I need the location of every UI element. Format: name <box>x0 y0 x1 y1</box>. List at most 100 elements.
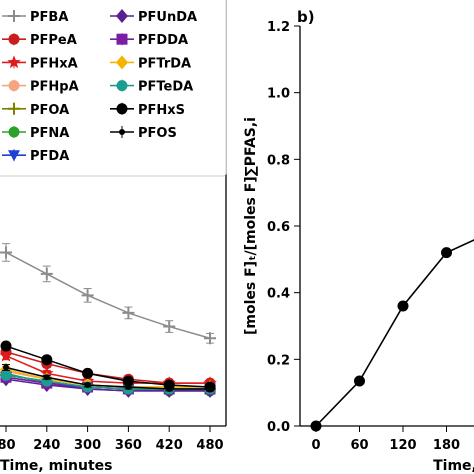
legend-marker <box>119 129 125 135</box>
legend-marker <box>116 55 128 70</box>
data-point <box>41 354 53 366</box>
data-point <box>397 300 409 312</box>
data-point <box>3 364 9 371</box>
legend-item-pfhxs: PFHxS <box>110 102 185 118</box>
legend-frame <box>0 0 227 177</box>
data-point <box>204 332 216 345</box>
legend-label: PFHxA <box>30 56 78 71</box>
y-tick-label: 0.4 <box>267 287 290 302</box>
series-pfba <box>0 243 216 345</box>
x-tick-label: 0 <box>311 438 320 453</box>
legend-label: PFDDA <box>138 33 188 48</box>
legend-marker <box>8 80 20 92</box>
series-line-pfba <box>5 251 211 339</box>
panel-b-label: b) <box>297 8 315 26</box>
y-tick-label: 0.8 <box>267 153 290 168</box>
y-tick-label: 1.2 <box>267 20 290 35</box>
legend-item-pftrda: PFTrDA <box>110 55 191 71</box>
legend-item-pfna: PFNA <box>2 126 69 141</box>
legend-marker <box>116 9 128 23</box>
data-point <box>40 267 53 280</box>
data-point <box>81 289 94 302</box>
series-line-pfunda <box>5 378 210 392</box>
y-tick-label: 1.0 <box>267 87 290 102</box>
x-tick-label: 360 <box>115 438 142 453</box>
data-point <box>441 247 452 259</box>
legend-label: PFTeDA <box>138 80 193 95</box>
x-tick-label: 480 <box>196 438 223 453</box>
x-tick-label: 240 <box>33 438 60 453</box>
data-point <box>82 367 94 379</box>
panel-b-y-axis-title: [moles F]ₜ/[moles F]∑PFAS,i <box>243 117 259 335</box>
legend-item-pfhpa: PFHpA <box>2 79 79 95</box>
x-tick-label: 120 <box>389 438 416 453</box>
panel-b-x-ticks: 0601201802 <box>311 426 460 453</box>
series-pfos <box>2 364 214 392</box>
data-point <box>125 384 132 390</box>
legend-marker <box>8 10 20 22</box>
panel-a: 180 240 300 360 420 480 Time, minutes PFBA PFP… <box>0 0 227 474</box>
legend-label: PFOS <box>138 126 177 141</box>
panel-a-legend: PFBA PFPeA PFHxA PFHpA PFOA PFNA PFDA PFUnDA PFD… <box>0 0 227 177</box>
data-point <box>163 320 176 333</box>
legend-item-pfunda: PFUnDA <box>110 9 197 25</box>
x-tick-label: 180 <box>0 438 16 453</box>
y-tick-label: 0.2 <box>267 353 290 368</box>
legend-item-pfpea: PFPeA <box>2 33 77 48</box>
series-line-pfos <box>5 366 210 390</box>
data-point <box>0 246 12 259</box>
data-point <box>84 382 91 389</box>
panel-a-x-ticks: 180 240 300 360 420 480 <box>0 426 224 453</box>
legend-label: PFNA <box>30 126 69 141</box>
legend-item-pfhxa: PFHxA <box>2 55 78 71</box>
panel-b-x-axis-title: Time, <box>433 458 474 474</box>
series-line-pfhxa <box>5 355 210 384</box>
legend-label: PFHxS <box>138 103 185 118</box>
legend-label: PFHpA <box>30 80 79 95</box>
data-point <box>354 375 365 387</box>
y-tick-label: 0.0 <box>267 420 290 435</box>
legend-marker <box>116 33 128 45</box>
series-line <box>315 239 474 427</box>
legend-item-pfos: PFOS <box>110 126 177 141</box>
legend-label: PFUnDA <box>138 10 197 25</box>
legend-item-pfdda: PFDDA <box>110 33 188 48</box>
panel-b-y-ticks: 0.0 0.2 0.4 0.6 0.8 1.0 1.2 <box>267 20 300 435</box>
x-tick-label: 300 <box>74 438 101 453</box>
legend-label: PFDA <box>30 149 69 164</box>
panel-a-x-axis-title: Time, minutes <box>0 458 112 474</box>
legend-item-pfda: PFDA <box>2 149 69 164</box>
panel-b: b) 0.00.20.40.60.81.01.2 0601201802 [mol… <box>243 8 474 474</box>
legend-label: PFBA <box>30 10 68 25</box>
legend-marker <box>116 80 128 92</box>
data-point <box>0 340 12 352</box>
data-point <box>122 375 134 387</box>
series-line-pfhxs <box>5 345 211 388</box>
legend-label: PFPeA <box>30 33 77 48</box>
x-tick-label: 420 <box>156 438 183 453</box>
legend-item-pfoa: PFOA <box>2 102 69 118</box>
legend-label: PFTrDA <box>138 56 191 71</box>
data-point <box>0 369 12 381</box>
y-tick-label: 0.6 <box>267 220 290 235</box>
data-point <box>166 385 173 392</box>
data-point <box>122 306 135 319</box>
legend-marker <box>8 33 20 45</box>
x-tick-label: 180 <box>433 438 460 453</box>
legend-marker <box>116 103 128 115</box>
legend-item-pfteda: PFTeDA <box>110 79 193 95</box>
legend-marker <box>8 102 20 115</box>
panel-a-series <box>0 243 217 398</box>
legend-item-pfba: PFBA <box>2 10 68 25</box>
data-point <box>43 374 50 381</box>
x-tick-label: 60 <box>350 438 368 453</box>
data-point <box>0 348 13 362</box>
data-point <box>207 385 213 392</box>
legend-label: PFOA <box>30 103 69 118</box>
panel-b-series <box>310 239 474 432</box>
legend-marker <box>8 150 20 162</box>
legend-marker <box>7 55 21 69</box>
data-point <box>310 420 322 432</box>
legend-marker <box>8 126 20 138</box>
